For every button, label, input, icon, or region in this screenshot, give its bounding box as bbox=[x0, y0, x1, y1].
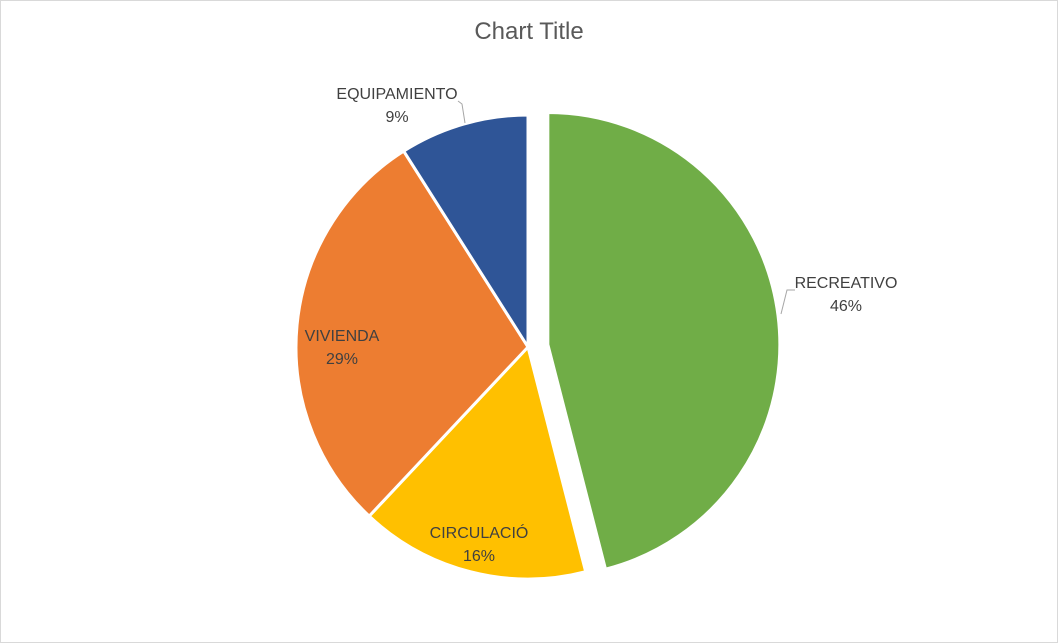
leader-lines bbox=[457, 100, 795, 315]
data-label-value-recreativo: 46% bbox=[830, 298, 862, 315]
leader-line-recreativo bbox=[780, 289, 795, 315]
data-label-category-vivienda: VIVIENDA bbox=[305, 328, 380, 345]
pie-slice-recreativo bbox=[546, 110, 782, 571]
data-label-value-equipamiento: 9% bbox=[385, 109, 408, 126]
chart-title: Chart Title bbox=[474, 18, 584, 45]
data-label-value-vivienda: 29% bbox=[326, 351, 358, 368]
data-label-category-equipamiento: EQUIPAMIENTO bbox=[336, 86, 457, 103]
data-label-value-circulacio: 16% bbox=[463, 548, 495, 565]
pie-slice-equipamiento bbox=[402, 113, 530, 349]
pie-slice-vivienda bbox=[294, 149, 530, 518]
data-labels: RECREATIVO 46% CIRCULACIÓ 16% VIVIENDA 29% EQU… bbox=[305, 86, 898, 565]
data-label-category-recreativo: RECREATIVO bbox=[795, 275, 898, 292]
pie-slices bbox=[294, 110, 782, 581]
leader-line-equipamiento bbox=[457, 100, 466, 124]
pie-slice-circulacio bbox=[367, 345, 588, 581]
data-label-category-circulacio: CIRCULACIÓ bbox=[430, 523, 529, 542]
